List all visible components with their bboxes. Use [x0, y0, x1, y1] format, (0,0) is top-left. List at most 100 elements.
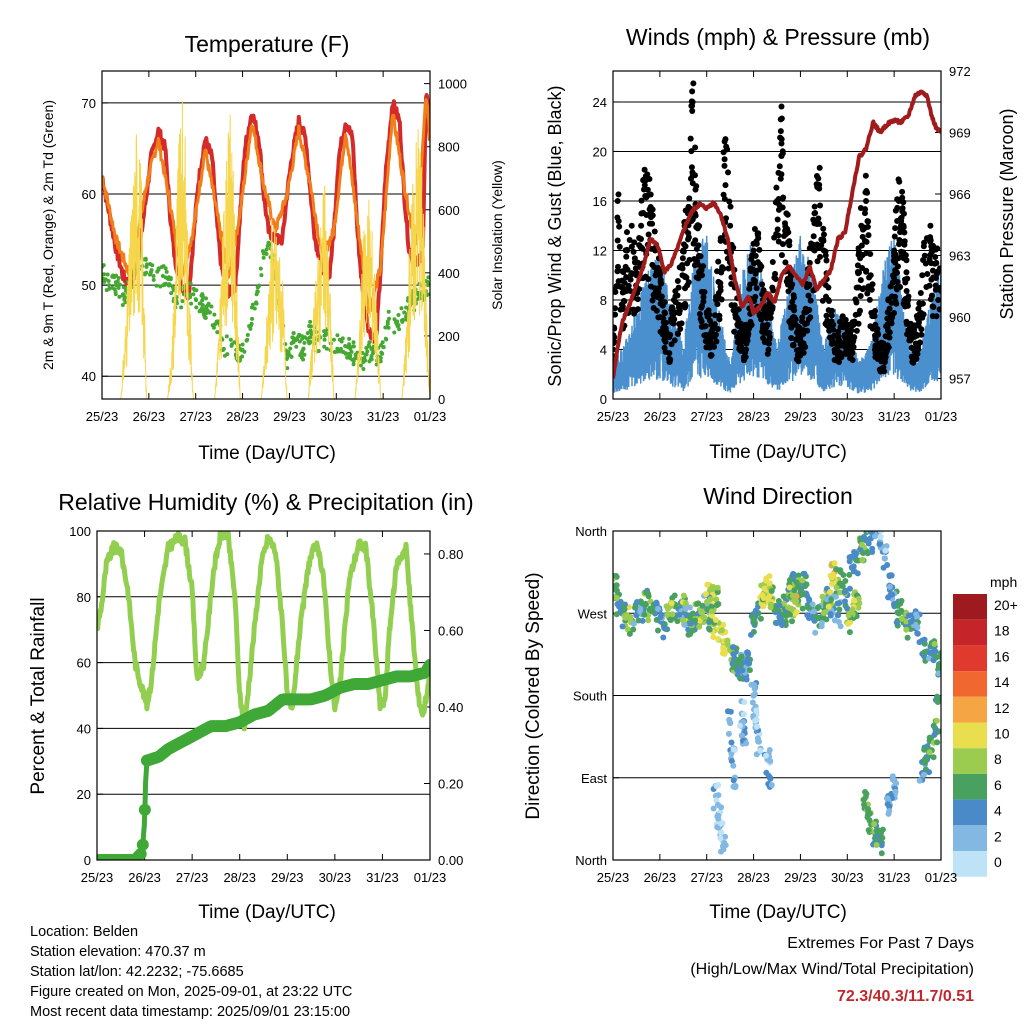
plot-area	[613, 80, 941, 394]
dewpoint-point	[110, 274, 115, 279]
gust-point	[616, 243, 623, 250]
dewpoint-point	[248, 326, 253, 331]
direction-point	[753, 707, 760, 714]
gust-point	[915, 305, 922, 312]
dewpoint-point	[105, 272, 110, 277]
direction-point	[832, 593, 839, 600]
legend-label: 14	[994, 674, 1010, 690]
gust-point	[705, 307, 712, 314]
gust-point	[922, 260, 929, 267]
direction-point	[645, 617, 652, 624]
dewpoint-point	[159, 265, 164, 270]
direction-y-axis-label: Direction (Colored By Speed)	[523, 572, 544, 819]
gust-point	[688, 148, 695, 155]
direction-point	[822, 609, 829, 616]
x-tick-label: 30/23	[320, 409, 353, 424]
gust-point	[616, 223, 623, 230]
gust-point	[777, 116, 784, 123]
direction-point	[760, 603, 767, 610]
dewpoint-point	[383, 336, 388, 341]
gust-point	[634, 296, 641, 303]
direction-point	[663, 603, 670, 610]
direction-point	[667, 617, 674, 624]
direction-point	[753, 723, 760, 730]
direction-point	[736, 722, 743, 729]
gust-point	[704, 339, 711, 346]
gust-point	[873, 327, 880, 334]
insolation-line	[102, 101, 430, 399]
dewpoint-point	[299, 355, 304, 360]
direction-point	[810, 608, 817, 615]
footer-latlon: Station lat/lon: 42.2232; -75.6685	[30, 964, 244, 980]
extremes-title: Extremes For Past 7 Days	[787, 935, 974, 952]
y-right-tick-label: 0	[438, 392, 445, 407]
gust-point	[774, 226, 781, 233]
x-tick-label: 30/23	[319, 870, 352, 885]
gust-point	[832, 347, 839, 354]
gust-point	[622, 263, 629, 270]
direction-point	[689, 627, 696, 634]
dewpoint-point	[258, 266, 263, 271]
gust-point	[776, 201, 783, 208]
gust-point	[918, 326, 925, 333]
humidity-x-axis-label: Time (Day/UTC)	[198, 902, 336, 923]
direction-point	[835, 618, 842, 625]
dewpoint-point	[120, 302, 125, 307]
gust-point	[788, 334, 795, 341]
direction-point	[785, 604, 792, 611]
dewpoint-point	[122, 297, 127, 302]
gust-point	[857, 277, 864, 284]
x-tick-label: 29/23	[273, 409, 306, 424]
direction-point	[681, 621, 688, 628]
gust-point	[893, 284, 900, 291]
direction-point	[728, 758, 735, 765]
gust-point	[785, 288, 792, 295]
gust-point	[886, 329, 893, 336]
x-tick-label: 01/23	[414, 409, 447, 424]
direction-point	[613, 594, 619, 601]
direction-point	[878, 850, 885, 857]
gust-point	[792, 316, 799, 323]
dewpoint-point	[351, 362, 356, 367]
dewpoint-point	[110, 285, 115, 290]
gust-point	[771, 274, 778, 281]
gust-point	[929, 267, 936, 274]
dewpoint-point	[200, 298, 205, 303]
gust-point	[917, 289, 924, 296]
gust-point	[700, 294, 707, 301]
direction-point	[751, 681, 758, 688]
gust-point	[883, 333, 890, 340]
direction-point	[933, 717, 940, 724]
gust-point	[721, 156, 728, 163]
y-right-tick-label: 0.20	[438, 776, 463, 791]
direction-point	[850, 597, 857, 604]
gust-point	[707, 352, 714, 359]
gust-point	[628, 270, 635, 277]
dewpoint-point	[116, 285, 121, 290]
dewpoint-point	[322, 337, 327, 342]
gust-point	[661, 336, 668, 343]
gust-point	[819, 297, 826, 304]
direction-point	[765, 595, 772, 602]
gust-point	[614, 237, 621, 244]
plot-area	[613, 531, 941, 857]
gust-point	[899, 205, 906, 212]
direction-point	[877, 533, 884, 540]
x-tick-label: 01/23	[414, 870, 447, 885]
direction-point	[779, 622, 786, 629]
dewpoint-point	[363, 352, 368, 357]
gust-point	[726, 198, 733, 205]
y-right-tick-label: 0.40	[438, 700, 463, 715]
dewpoint-point	[102, 279, 107, 284]
gust-point	[812, 210, 819, 217]
dewpoint-point	[305, 336, 310, 341]
temperature-right-axis-label: Solar Insolation (Yellow)	[489, 160, 505, 310]
direction-point	[828, 596, 835, 603]
y-right-tick-label: 0.60	[438, 623, 463, 638]
dewpoint-point	[324, 346, 329, 351]
footer-recent: Most recent data timestamp: 2025/09/01 2…	[30, 1004, 351, 1020]
gust-point	[687, 135, 694, 142]
gust-point	[775, 232, 782, 239]
direction-point	[926, 749, 933, 756]
gust-point	[778, 152, 785, 159]
